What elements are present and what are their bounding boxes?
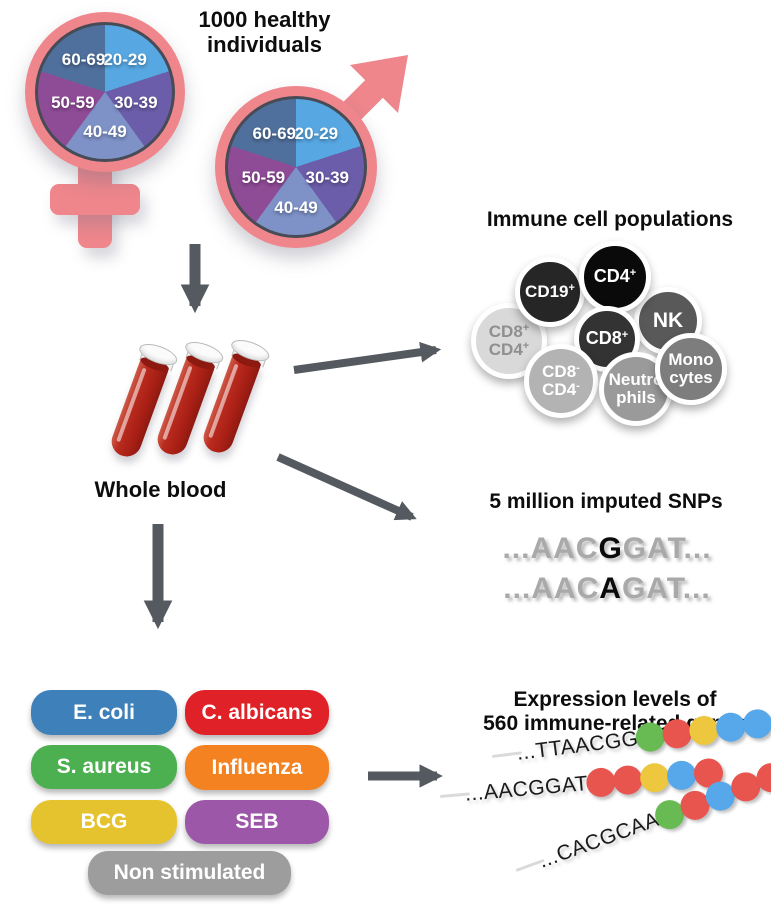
expression-dot (611, 764, 644, 796)
age-slice-label: 40-49 (274, 197, 318, 217)
stimulus-seb: SEB (185, 800, 329, 844)
male-age-pie: 20-29 30-39 40-49 50-59 60-69 (215, 86, 377, 248)
expression-dot (584, 766, 617, 799)
stimulus-influenza: Influenza (185, 745, 329, 790)
cell-monocytes: Mono cytes (655, 333, 727, 405)
age-slice-label: 20-29 (294, 124, 339, 144)
female-symbol-crossbar (50, 184, 140, 215)
snp-sequence-ref: ...AACGGAT... (502, 532, 712, 565)
arrow-blood-to-cells (293, 341, 442, 374)
female-pie-chart: 20-29 30-39 40-49 50-59 60-69 (38, 25, 172, 159)
stimulus-ecoli: E. coli (31, 690, 177, 735)
immune-cells-title: Immune cell populations (486, 208, 734, 231)
age-slice-label: 30-39 (305, 167, 350, 187)
age-slice-label: 50-59 (51, 92, 95, 112)
cell-cd4: CD4+ (579, 241, 651, 313)
stimulus-bcg: BCG (31, 800, 177, 844)
snps-title: 5 million imputed SNPs (489, 490, 723, 513)
male-arrow-head (350, 55, 408, 113)
male-pie-chart: 20-29 30-39 40-49 50-59 60-69 (228, 99, 364, 235)
stimulus-nonstimulated: Non stimulated (88, 851, 291, 895)
snp-variant-letter: G (598, 532, 623, 565)
cell-cd8neg-cd4neg: CD8- CD4- (524, 344, 598, 418)
age-slice-label: 30-39 (114, 92, 158, 112)
expression-dot (688, 714, 721, 747)
age-slice-label: 50-59 (241, 167, 286, 187)
age-slice-label: 20-29 (103, 49, 147, 69)
expression-dot (741, 707, 771, 741)
figure-title: 1000 healthy individuals (198, 7, 331, 57)
age-slice-label: 60-69 (252, 124, 296, 144)
expression-dot (638, 762, 671, 794)
stimulus-saureus: S. aureus (31, 745, 177, 789)
age-slice-label: 40-49 (83, 122, 127, 142)
whole-blood-label: Whole blood (94, 477, 227, 502)
snp-variant-letter: A (599, 572, 622, 605)
expression-dot (661, 717, 694, 750)
female-age-pie: 20-29 30-39 40-49 50-59 60-69 (25, 12, 185, 172)
arrow-blood-to-snps (276, 453, 417, 521)
expression-dot (665, 759, 697, 792)
snp-sequence-alt: ...AACAGAT... (503, 572, 711, 605)
age-slice-label: 60-69 (61, 49, 106, 69)
cell-cd19: CD19+ (515, 257, 585, 327)
expression-dot (714, 710, 748, 744)
stimulus-calbicans: C. albicans (185, 690, 329, 735)
